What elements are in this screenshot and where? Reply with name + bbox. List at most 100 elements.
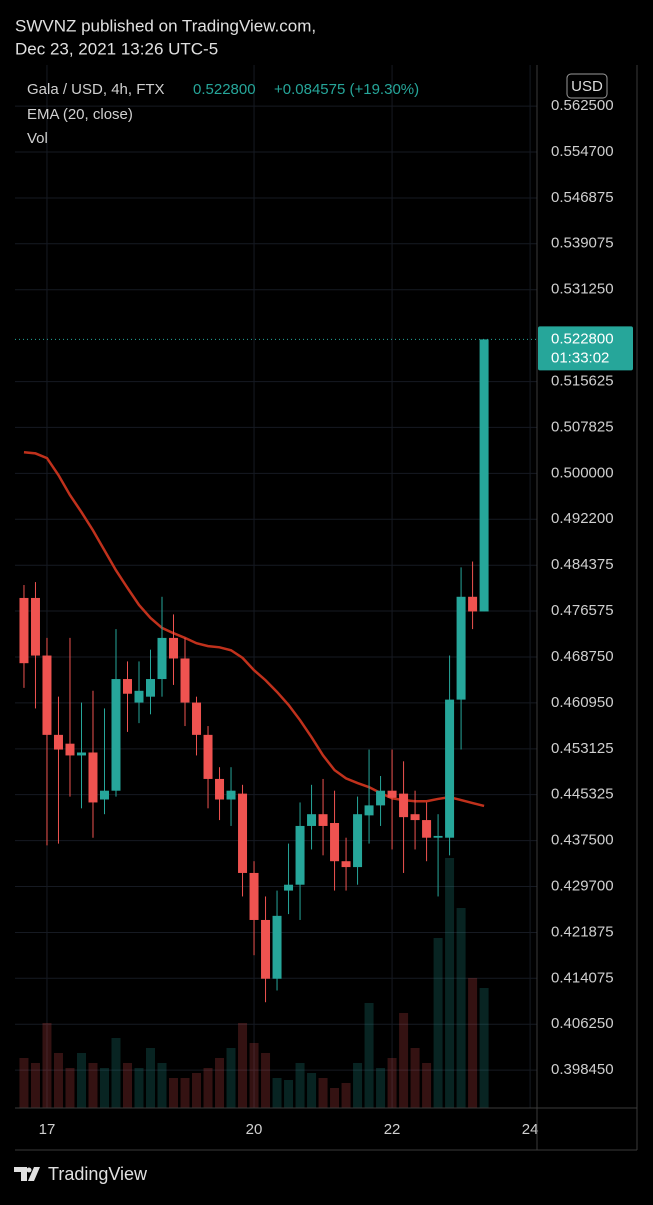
volume-bar <box>318 1078 328 1108</box>
candle-body <box>410 814 420 821</box>
candle-body <box>433 835 443 838</box>
volume-label: Vol <box>27 130 48 147</box>
volume-bar <box>284 1080 294 1108</box>
volume-bar <box>203 1068 213 1108</box>
y-tick-label: 0.531250 <box>551 281 614 298</box>
y-tick-label: 0.539075 <box>551 235 614 252</box>
volume-bar <box>19 1058 29 1108</box>
candle-body <box>76 752 86 756</box>
candle-body <box>238 793 248 873</box>
candle-body <box>122 679 132 694</box>
candle-body <box>215 778 225 800</box>
y-tick-label: 0.515625 <box>551 373 614 390</box>
y-tick-label: 0.460950 <box>551 694 614 711</box>
y-tick-label: 0.554700 <box>551 143 614 160</box>
y-tick-label: 0.468750 <box>551 648 614 665</box>
y-tick-label: 0.414075 <box>551 969 614 986</box>
last-price-label: 0.522800 <box>551 330 614 347</box>
candle-body <box>295 825 305 885</box>
currency[interactable]: USD <box>571 78 603 95</box>
candle-body <box>456 596 466 700</box>
x-tick-label: 17 <box>39 1121 56 1138</box>
volume-bar <box>99 1068 109 1108</box>
y-tick-label: 0.453125 <box>551 740 614 757</box>
candle-body <box>134 690 144 703</box>
y-tick-label: 0.406250 <box>551 1015 614 1032</box>
volume-bar <box>42 1023 52 1108</box>
volume-bar <box>76 1053 86 1108</box>
candle-body <box>353 814 363 868</box>
volume-bar <box>30 1063 40 1108</box>
y-tick-label: 0.421875 <box>551 923 614 940</box>
candle-body <box>261 919 271 979</box>
indicator: EMA (20, close) <box>27 106 133 123</box>
countdown: 01:33:02 <box>551 349 609 366</box>
volume-bar <box>445 858 455 1108</box>
candle-body <box>30 597 40 656</box>
candle-body <box>226 790 236 800</box>
volume-bar <box>364 1003 374 1108</box>
volume-bar <box>249 1043 259 1108</box>
candle-body <box>364 805 374 816</box>
candle-body <box>88 752 98 803</box>
footer-brand: TradingView <box>48 1164 148 1184</box>
y-tick-label: 0.429700 <box>551 877 614 894</box>
volume-bar <box>261 1053 271 1108</box>
candle-body <box>53 734 63 750</box>
y-tick-label: 0.484375 <box>551 556 614 573</box>
candle-body <box>65 743 75 756</box>
volume-bar <box>88 1063 98 1108</box>
candle-body <box>99 790 109 800</box>
candle-body <box>203 734 213 779</box>
volume-bar <box>226 1048 236 1108</box>
volume-bar <box>410 1048 420 1108</box>
candle-body <box>387 790 397 798</box>
volume-bar <box>433 938 443 1108</box>
volume-bar <box>53 1053 63 1108</box>
chart: 0.562500 0.554700 0.546875 0.539075 0.531250… <box>15 65 614 1138</box>
y-tick-label: 0.562500 <box>551 97 614 114</box>
candle-body <box>169 637 179 659</box>
y-tick-label: 0.492200 <box>551 510 614 527</box>
y-tick-label: 0.507825 <box>551 418 614 435</box>
legend-change: +0.084575 (+19.30%) <box>274 81 419 98</box>
x-tick-label: 24 <box>522 1121 539 1138</box>
candle-body <box>376 790 386 806</box>
candle-body <box>330 823 340 862</box>
candle-body <box>180 658 190 703</box>
symbol: Gala / USD, 4h, FTX <box>27 81 165 98</box>
volume-bar <box>169 1078 179 1108</box>
candle-body <box>284 884 294 891</box>
volume-bar <box>376 1068 386 1108</box>
header-line: Dec 23, 2021 13:26 UTC-5 <box>15 39 218 58</box>
volume-bar <box>468 978 478 1108</box>
volume-bar <box>272 1078 282 1108</box>
logo-icon <box>26 1167 32 1173</box>
y-tick-label: 0.398450 <box>551 1061 614 1078</box>
candle-body <box>445 699 455 838</box>
volume-bar <box>238 1023 248 1108</box>
volume-bar <box>307 1073 317 1108</box>
currency-box[interactable] <box>566 73 608 99</box>
candle-body <box>42 655 52 735</box>
x-tick-label: 22 <box>384 1121 401 1138</box>
volume-bar <box>387 1058 397 1108</box>
volume-bar <box>479 988 489 1108</box>
candle-body <box>307 814 317 826</box>
logo <box>14 1167 40 1181</box>
y-tick-label: 0.500000 <box>551 464 614 481</box>
candle-body <box>399 793 409 818</box>
candle-body <box>479 339 489 612</box>
volume-bar <box>330 1088 340 1108</box>
volume-bar <box>399 1013 409 1108</box>
header-line: SWVNZ published on TradingView.com, <box>15 16 316 35</box>
candle-body <box>192 702 202 735</box>
volume-bar <box>295 1063 305 1108</box>
y-tick-label: 0.445325 <box>551 786 614 803</box>
candle-body <box>111 679 121 791</box>
volume-bar <box>456 908 466 1108</box>
volume-bar <box>111 1038 121 1108</box>
candle-body <box>272 915 282 979</box>
last-price-box <box>538 326 633 371</box>
